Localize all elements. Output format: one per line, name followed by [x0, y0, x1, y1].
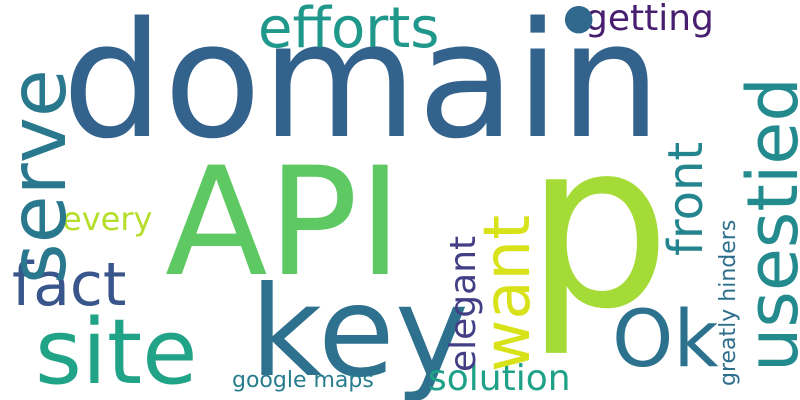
- word-dot: ●: [563, 0, 595, 38]
- word-api: API: [165, 136, 403, 310]
- word-site: site: [35, 300, 198, 400]
- word-ok: Ok: [612, 295, 719, 385]
- word-usestied: usestied: [732, 77, 800, 372]
- word-domain: domain: [62, 0, 662, 174]
- word-every: every: [62, 200, 153, 238]
- word-serve: serve: [0, 69, 84, 284]
- word-getting: getting: [585, 0, 714, 39]
- word-key: key: [250, 260, 469, 400]
- word-p: p: [525, 93, 671, 360]
- word-solution: solution: [428, 358, 571, 399]
- word-efforts: efforts: [258, 0, 440, 61]
- word-google-maps: google maps: [232, 368, 374, 393]
- word-fact: fact: [12, 250, 127, 320]
